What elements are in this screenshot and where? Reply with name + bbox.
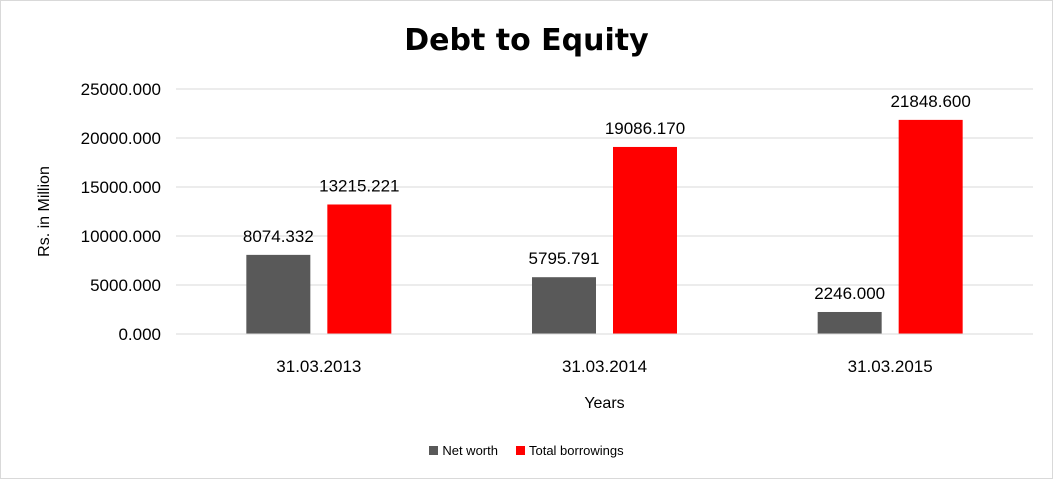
y-tick-label: 5000.000	[90, 276, 161, 295]
bar	[246, 254, 311, 334]
chart-plot: 0.000 5000.000 10000.000 15000.000 20000.000…	[36, 80, 1033, 412]
bar	[817, 311, 882, 334]
x-axis-title: Years	[584, 395, 624, 412]
legend-item-total-borrowings: Total borrowings	[515, 443, 624, 458]
y-tick-label: 0.000	[118, 325, 161, 344]
bar	[327, 204, 392, 334]
legend-swatch-total-borrowings	[515, 446, 525, 455]
data-label: 19086.170	[605, 119, 685, 138]
legend-label-total-borrowings: Total borrowings	[528, 443, 624, 458]
legend-item-networth: Net worth	[429, 443, 498, 458]
x-tick-label: 31.03.2014	[562, 357, 647, 376]
y-tick-label: 15000.000	[81, 178, 161, 197]
legend-swatch-networth	[429, 446, 439, 455]
bar	[613, 146, 677, 334]
y-axis-title: Rs. in Million	[36, 166, 53, 257]
chart-title: Debt to Equity	[404, 23, 649, 58]
bar	[898, 119, 963, 334]
chart-legend: Net worth Total borrowings	[1, 443, 1052, 458]
y-tick-label: 20000.000	[81, 129, 161, 148]
y-tick-label: 25000.000	[81, 80, 161, 99]
y-tick-label: 10000.000	[81, 227, 161, 246]
data-label: 13215.221	[319, 176, 399, 195]
legend-label-networth: Net worth	[442, 443, 498, 458]
data-label: 5795.791	[529, 249, 600, 268]
x-tick-label: 31.03.2015	[848, 357, 933, 376]
data-label: 2246.000	[814, 284, 885, 303]
bar	[532, 277, 596, 334]
data-label: 8074.332	[243, 227, 314, 246]
data-label: 21848.600	[890, 92, 970, 111]
x-tick-label: 31.03.2013	[276, 357, 361, 376]
